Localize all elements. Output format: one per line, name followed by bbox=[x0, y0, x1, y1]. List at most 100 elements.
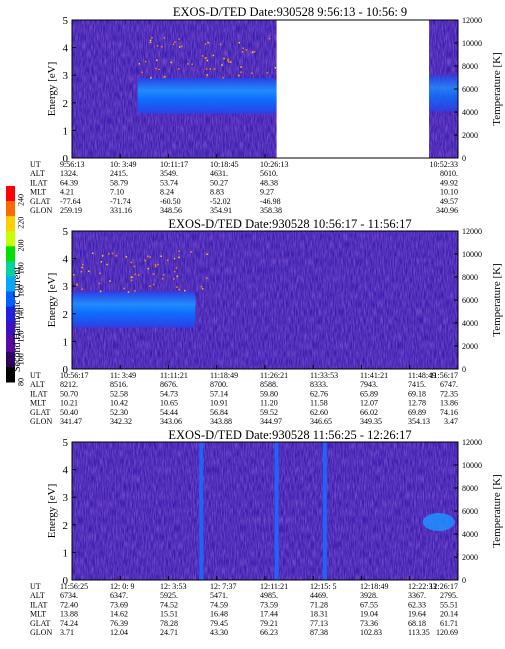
y2-tick-label: 8000 bbox=[462, 273, 478, 282]
y-axis-label: Energy [eV] bbox=[46, 273, 58, 327]
y2-tick-label: 4000 bbox=[462, 530, 478, 539]
speckle bbox=[155, 67, 157, 70]
speckle bbox=[200, 285, 203, 288]
speckle bbox=[144, 60, 147, 63]
speckle bbox=[205, 56, 207, 59]
ephemeris-value: 12:18:49 bbox=[360, 582, 388, 591]
ephemeris-value: 2795. bbox=[440, 591, 458, 600]
speckle bbox=[161, 45, 163, 48]
speckle bbox=[183, 289, 186, 292]
ephemeris-value: 10.21 bbox=[60, 399, 78, 408]
y-tick-label: 0 bbox=[63, 153, 69, 165]
speckle bbox=[76, 284, 78, 286]
speckle bbox=[106, 263, 108, 266]
ephemeris-value: 56.84 bbox=[210, 408, 228, 417]
ephemeris-value: 74.24 bbox=[60, 619, 78, 628]
y-tick-label: 0 bbox=[63, 364, 69, 376]
ephemeris-row-name: GLAT bbox=[30, 197, 51, 206]
ephemeris-value: 66.23 bbox=[260, 628, 278, 637]
y2-tick-label: 12000 bbox=[462, 16, 482, 25]
ephemeris-value: -71.74 bbox=[110, 197, 131, 206]
y2-tick-label: 12000 bbox=[462, 227, 482, 236]
colorbar-swatch bbox=[6, 261, 15, 277]
speckle bbox=[170, 61, 173, 64]
ephemeris-value: 11.58 bbox=[310, 399, 328, 408]
speckle bbox=[144, 259, 147, 262]
speckle bbox=[187, 63, 189, 65]
ephemeris-row-name: UT bbox=[30, 160, 41, 169]
y2-axis-label: Temperature [K] bbox=[491, 263, 503, 336]
ephemeris-value: 12.04 bbox=[110, 628, 128, 637]
ephemeris-value: 7.10 bbox=[110, 188, 124, 197]
y2-tick-label: 0 bbox=[462, 365, 466, 374]
speckle bbox=[115, 255, 118, 257]
ephemeris-value: 58.79 bbox=[110, 178, 128, 187]
ephemeris-value: 66.02 bbox=[360, 408, 378, 417]
speckle bbox=[164, 75, 167, 78]
ephemeris-value: -52.02 bbox=[210, 197, 231, 206]
speckle bbox=[152, 273, 155, 275]
speckle bbox=[266, 71, 269, 74]
ephemeris-value: 4469. bbox=[310, 591, 328, 600]
speckle bbox=[206, 253, 208, 255]
ephemeris-value: 15.51 bbox=[160, 610, 178, 619]
speckle bbox=[207, 41, 209, 44]
speckle bbox=[157, 263, 159, 266]
ephemeris-value: 12.78 bbox=[408, 399, 426, 408]
ephemeris-value: 11: 3:49 bbox=[110, 371, 136, 380]
speckle bbox=[240, 71, 242, 73]
ephemeris-value: 6734. bbox=[60, 591, 78, 600]
y2-tick-label: 10000 bbox=[462, 461, 482, 470]
colorbar-tick-label: 240 bbox=[17, 194, 26, 206]
colorbar-swatch bbox=[6, 246, 15, 262]
speckle bbox=[147, 267, 150, 270]
ephemeris-row-name: UT bbox=[30, 582, 41, 591]
ephemeris-value: 5471. bbox=[210, 591, 228, 600]
speckle bbox=[238, 74, 240, 77]
y-tick-label: 3 bbox=[63, 281, 69, 293]
ephemeris-value: 8333. bbox=[310, 380, 328, 389]
colorbar-swatch bbox=[6, 216, 15, 232]
speckle bbox=[149, 41, 152, 44]
ephemeris-value: 19.04 bbox=[360, 610, 378, 619]
y-axis-label: Energy [eV] bbox=[46, 62, 58, 116]
ephemeris-value: 10.42 bbox=[110, 399, 128, 408]
ephemeris-value: 12.07 bbox=[360, 399, 378, 408]
speckle bbox=[178, 250, 180, 252]
colorbar-swatch bbox=[6, 321, 15, 338]
colorbar-tick-label: 120 bbox=[17, 331, 26, 343]
speckle bbox=[80, 270, 83, 273]
speckle bbox=[173, 270, 176, 273]
ephemeris-value: 331.16 bbox=[110, 206, 132, 215]
speckle bbox=[149, 285, 151, 287]
heatmap-band bbox=[137, 77, 277, 114]
y2-tick-label: 10000 bbox=[462, 39, 482, 48]
ephemeris-row-name: GLON bbox=[30, 206, 52, 215]
heatmap-blob bbox=[422, 513, 455, 532]
y2-tick-label: 0 bbox=[462, 576, 466, 585]
heatmap-spike bbox=[322, 442, 327, 580]
y-tick-label: 0 bbox=[63, 575, 69, 587]
ephemeris-value: 11:11:21 bbox=[160, 371, 188, 380]
ephemeris-value: 76.39 bbox=[110, 619, 128, 628]
speckle bbox=[98, 282, 101, 285]
speckle bbox=[245, 49, 248, 51]
speckle bbox=[178, 288, 181, 291]
heatmap-band bbox=[72, 291, 196, 328]
ephemeris-value: 69.89 bbox=[408, 408, 426, 417]
speckle bbox=[176, 286, 178, 288]
chart-panel-3: EXOS-D/TED Date:930528 11:56:25 - 12:26:… bbox=[30, 428, 503, 637]
ephemeris-value: 10:18:45 bbox=[210, 160, 238, 169]
ephemeris-value: 102.83 bbox=[360, 628, 382, 637]
heatmap-spike bbox=[199, 442, 204, 580]
ephemeris-value: 49.57 bbox=[440, 197, 458, 206]
ephemeris-value: 10.91 bbox=[210, 399, 228, 408]
speckle bbox=[125, 256, 128, 258]
ephemeris-value: 8.24 bbox=[160, 188, 174, 197]
ephemeris-value: 71.28 bbox=[310, 600, 328, 609]
speckle bbox=[268, 37, 271, 40]
speckle bbox=[130, 279, 133, 282]
ephemeris-value: 74.59 bbox=[210, 600, 228, 609]
colorbar-tick-label: 220 bbox=[17, 217, 26, 229]
ephemeris-row-name: ALT bbox=[30, 380, 45, 389]
